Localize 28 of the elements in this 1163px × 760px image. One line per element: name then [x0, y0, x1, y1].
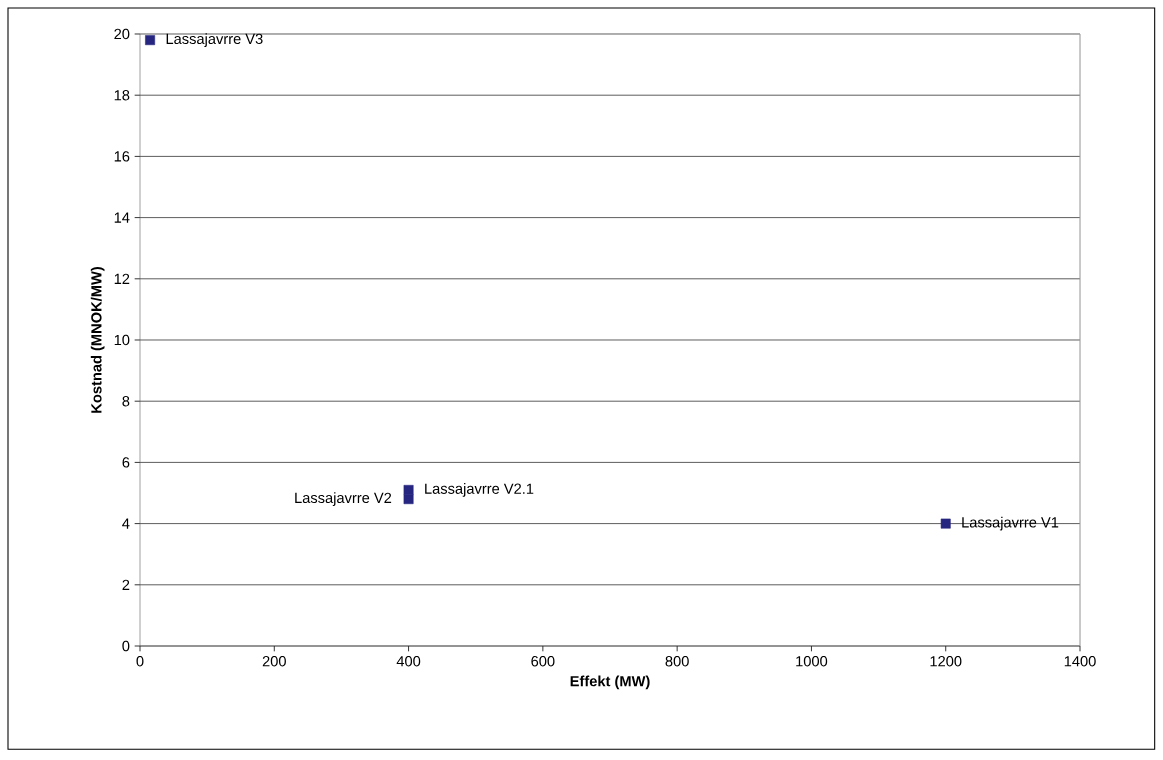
x-axis-title: Effekt (MW): [570, 675, 650, 690]
y-tick-label: 14: [114, 212, 130, 223]
y-axis-title: Kostnad (MNOK/MW): [90, 267, 105, 413]
annotation: Lassajavrre V2: [295, 492, 392, 506]
annotation: Lassajavrre V3: [166, 33, 263, 47]
y-tick-label: 12: [114, 273, 130, 284]
x-tick-label: 1000: [796, 656, 828, 667]
y-tick-label: 4: [122, 518, 130, 529]
y-tick-label: 6: [122, 457, 130, 468]
x-tick-label: 600: [531, 656, 555, 667]
y-tick-label: 8: [122, 396, 130, 407]
x-tick-label: 400: [396, 656, 421, 667]
y-tick-label: 2: [122, 579, 130, 590]
y-tick-label: 16: [114, 151, 130, 162]
x-tick-label: 800: [665, 656, 689, 667]
x-tick-label: 200: [262, 656, 286, 667]
point: [145, 35, 156, 46]
y-tick-label: 0: [122, 640, 130, 652]
point: [403, 494, 414, 505]
x-tick-label: 1400: [1064, 656, 1096, 667]
annotation: Lassajavrre V2.1: [425, 483, 534, 497]
y-tick-label: 18: [114, 90, 130, 101]
y-tick-label: 10: [114, 334, 130, 346]
point: [403, 485, 414, 495]
x-tick-label: 1200: [930, 656, 962, 667]
point: [940, 518, 951, 529]
y-tick-label: 20: [114, 28, 130, 40]
x-tick-label: 0: [136, 656, 144, 667]
